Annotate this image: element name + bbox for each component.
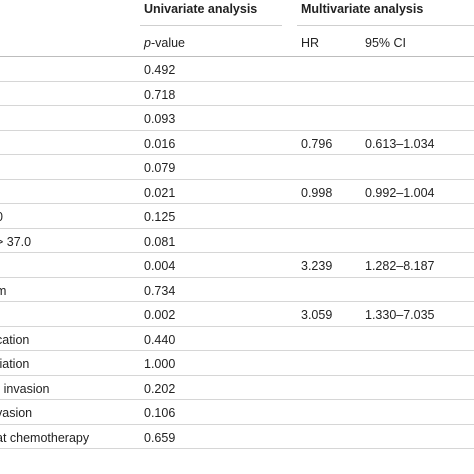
ci-cell: 0.992–1.004 xyxy=(365,185,435,200)
table-row: r invasion 0.202 xyxy=(0,376,474,400)
table-row: 0.002 3.059 1.330–7.035 xyxy=(0,302,474,327)
p-value-cell: 0.079 xyxy=(144,161,176,175)
table-row: > 37.0 0.081 xyxy=(0,229,474,253)
variable-cell: 0 xyxy=(0,209,3,225)
p-value-cell: 0.440 xyxy=(144,332,176,347)
hr-cell: 0.998 xyxy=(301,185,333,200)
table-row: m 0.734 xyxy=(0,278,474,302)
header-divider-univariate xyxy=(140,25,282,26)
hr-header: HR xyxy=(301,36,320,50)
table-body: 0.492 0.718 0.093 0.016 0.796 0.613–1.034 0.07… xyxy=(0,57,474,449)
table-row: 0.079 xyxy=(0,155,474,180)
p-value-cell: 0.492 xyxy=(144,63,176,77)
univariate-header: Univariate analysis xyxy=(144,2,258,16)
table-row: 0.021 0.998 0.992–1.004 xyxy=(0,180,474,204)
table-row: 0.093 xyxy=(0,106,474,131)
variable-cell: vasion xyxy=(0,406,33,420)
p-value-cell: 0.659 xyxy=(144,430,176,445)
ci-cell: 1.330–7.035 xyxy=(365,308,435,322)
table-row: 0.004 3.239 1.282–8.187 xyxy=(0,253,474,278)
variable-cell: m xyxy=(0,283,7,298)
hr-cell: 0.796 xyxy=(301,136,333,151)
ci-header: 95% CI xyxy=(365,36,406,50)
table-row: cation 0.440 xyxy=(0,327,474,351)
header-divider-multivariate xyxy=(297,25,474,26)
table-row: 0.718 xyxy=(0,82,474,106)
p-value-cell: 0.004 xyxy=(144,259,176,273)
variable-cell: tiation xyxy=(0,357,30,371)
p-value-cell: 0.081 xyxy=(144,234,176,249)
p-value-cell: 0.718 xyxy=(144,87,176,102)
variable-cell: > 37.0 xyxy=(0,234,32,249)
table-row: tiation 1.000 xyxy=(0,351,474,376)
table-row: 0 0.125 xyxy=(0,204,474,229)
p-value-header: p-value xyxy=(144,34,185,52)
table-row: 0.492 xyxy=(0,57,474,82)
variable-cell: r invasion xyxy=(0,381,50,396)
p-value-cell: 1.000 xyxy=(144,357,176,371)
hr-cell: 3.239 xyxy=(301,259,333,273)
p-value-cell: 0.202 xyxy=(144,381,176,396)
p-value-cell: 0.002 xyxy=(144,308,176,322)
hr-cell: 3.059 xyxy=(301,308,333,322)
table-row: 0.016 0.796 0.613–1.034 xyxy=(0,131,474,155)
table-row: vasion 0.106 xyxy=(0,400,474,425)
p-value-cell: 0.016 xyxy=(144,136,176,151)
ci-cell: 0.613–1.034 xyxy=(365,136,435,151)
p-value-cell: 0.734 xyxy=(144,283,176,298)
ci-cell: 1.282–8.187 xyxy=(365,259,435,273)
p-value-cell: 0.021 xyxy=(144,185,176,200)
p-value-cell: 0.125 xyxy=(144,210,176,224)
table-row: at chemotherapy 0.659 xyxy=(0,425,474,449)
subheader-divider xyxy=(0,56,474,57)
p-italic: p xyxy=(144,36,151,50)
variable-cell: at chemotherapy xyxy=(0,430,90,445)
p-value-cell: 0.093 xyxy=(144,112,176,126)
p-value-suffix: -value xyxy=(150,36,185,50)
variable-cell: cation xyxy=(0,332,30,347)
p-value-cell: 0.106 xyxy=(144,406,176,420)
multivariate-header: Multivariate analysis xyxy=(301,2,424,16)
